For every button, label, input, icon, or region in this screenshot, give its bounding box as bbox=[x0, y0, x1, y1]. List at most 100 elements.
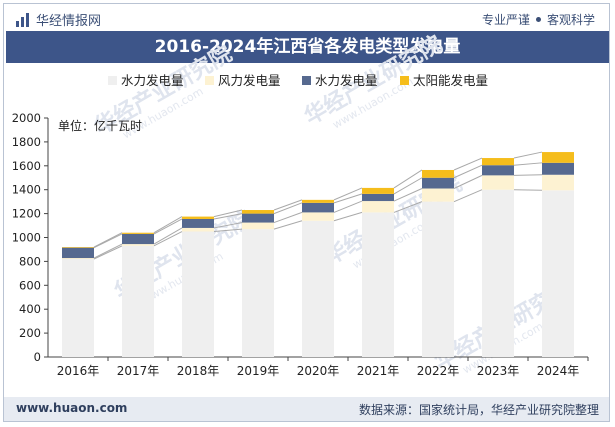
connector-line bbox=[393, 201, 423, 213]
legend-swatch bbox=[205, 76, 214, 85]
y-tick-label: 0 bbox=[34, 350, 41, 364]
connector-line bbox=[333, 211, 363, 222]
connector-line bbox=[273, 211, 303, 224]
bar-segment bbox=[242, 213, 274, 223]
connector-line bbox=[393, 188, 423, 202]
connector-line bbox=[393, 169, 423, 189]
bar-segment bbox=[302, 199, 334, 203]
bar-segment bbox=[422, 169, 454, 178]
connector-line bbox=[333, 200, 363, 213]
connector-line bbox=[213, 213, 243, 220]
connector-line bbox=[393, 177, 423, 195]
bar-segment bbox=[482, 189, 514, 357]
legend-label: 水力发电量 bbox=[315, 73, 378, 88]
connector-line bbox=[453, 174, 483, 189]
bar-segment bbox=[242, 222, 274, 230]
bar-segment bbox=[542, 174, 574, 191]
bar-segment bbox=[242, 210, 274, 214]
bar-segment bbox=[62, 247, 94, 259]
x-tick-label: 2022年 bbox=[417, 364, 460, 378]
connector-line bbox=[153, 218, 183, 235]
bar-segment bbox=[62, 259, 94, 357]
bar-segment bbox=[362, 212, 394, 357]
bar-segment bbox=[422, 188, 454, 202]
connector-line bbox=[93, 245, 123, 260]
y-tick-label: 400 bbox=[19, 302, 41, 316]
top-bar: 华经情报网 专业严谨 客观科学 bbox=[4, 4, 609, 30]
x-tick-label: 2016年 bbox=[57, 364, 100, 378]
bar-segment bbox=[362, 193, 394, 202]
bar-segment bbox=[422, 201, 454, 357]
bar-segment bbox=[362, 187, 394, 194]
connector-line bbox=[213, 209, 243, 218]
x-tick-label: 2018年 bbox=[177, 364, 220, 378]
bar-segment bbox=[62, 247, 94, 248]
connector-line bbox=[273, 199, 303, 211]
bar-segment bbox=[302, 220, 334, 357]
connector-line bbox=[213, 228, 243, 233]
y-tick-label: 600 bbox=[19, 278, 41, 292]
bar-segment bbox=[182, 218, 214, 228]
bar-segment bbox=[122, 245, 154, 357]
chart-frame bbox=[3, 3, 610, 422]
bar-segment bbox=[482, 158, 514, 166]
y-tick-label: 1000 bbox=[12, 231, 41, 245]
y-tick-label: 200 bbox=[19, 326, 41, 340]
bar-segment bbox=[122, 232, 154, 234]
bar-segment bbox=[122, 244, 154, 246]
connector-line bbox=[513, 189, 543, 191]
connector-line bbox=[153, 216, 183, 234]
legend-swatch bbox=[108, 76, 117, 85]
legend-label: 水力发电量 bbox=[121, 73, 184, 88]
connector-line bbox=[513, 151, 543, 159]
connector-line bbox=[213, 222, 243, 229]
x-tick-label: 2017年 bbox=[117, 364, 160, 378]
slogan-left: 专业严谨 bbox=[481, 13, 530, 27]
brand-name: 华经情报网 bbox=[36, 14, 102, 29]
connector-line bbox=[153, 231, 183, 247]
connector-line bbox=[333, 193, 363, 204]
bar-segment bbox=[542, 162, 574, 175]
bar-segment bbox=[482, 165, 514, 176]
y-tick-label: 1800 bbox=[12, 135, 41, 149]
bar-segment bbox=[542, 152, 574, 163]
y-tick-label: 1600 bbox=[12, 159, 41, 173]
footer-bar: www.huaon.com 数据来源：国家统计局，华经产业研究院整理 bbox=[4, 397, 609, 421]
bar-segment bbox=[422, 177, 454, 189]
connector-line bbox=[453, 164, 483, 179]
footer-site: www.huaon.com bbox=[16, 401, 128, 415]
y-tick-label: 800 bbox=[19, 254, 41, 268]
connector-line bbox=[453, 157, 483, 171]
legend-swatch bbox=[400, 76, 409, 85]
connector-line bbox=[273, 202, 303, 215]
bar-segment bbox=[182, 227, 214, 232]
y-tick-label: 2000 bbox=[12, 111, 41, 125]
bar-segment bbox=[542, 190, 574, 357]
x-tick-label: 2023年 bbox=[477, 364, 520, 378]
x-tick-label: 2021年 bbox=[357, 364, 400, 378]
brand-logo-icon bbox=[16, 12, 30, 27]
connector-line bbox=[93, 243, 123, 259]
bar-segment bbox=[122, 233, 154, 245]
bar-segment bbox=[302, 202, 334, 213]
bar-segment bbox=[482, 175, 514, 190]
connector-line bbox=[513, 174, 543, 176]
legend-label: 太阳能发电量 bbox=[413, 73, 488, 88]
bar-segment bbox=[302, 212, 334, 221]
footer-source: 数据来源：国家统计局，华经产业研究院整理 bbox=[358, 403, 599, 417]
bar-segment bbox=[62, 258, 94, 260]
bar-segment bbox=[362, 201, 394, 213]
chart-title: 2016-2024年江西省各发电类型发电量 bbox=[6, 31, 609, 63]
y-tick-label: 1400 bbox=[12, 183, 41, 197]
slogan: 专业严谨 客观科学 bbox=[482, 11, 595, 28]
bullet-icon bbox=[535, 17, 541, 22]
brand: 华经情报网 bbox=[16, 10, 101, 29]
connector-line bbox=[153, 227, 183, 245]
connector-line bbox=[333, 187, 363, 201]
legend-label: 风力发电量 bbox=[218, 73, 281, 88]
connector-line bbox=[273, 220, 303, 230]
bar-segment bbox=[242, 229, 274, 357]
connector-line bbox=[93, 233, 123, 249]
bar-segment bbox=[182, 216, 214, 219]
